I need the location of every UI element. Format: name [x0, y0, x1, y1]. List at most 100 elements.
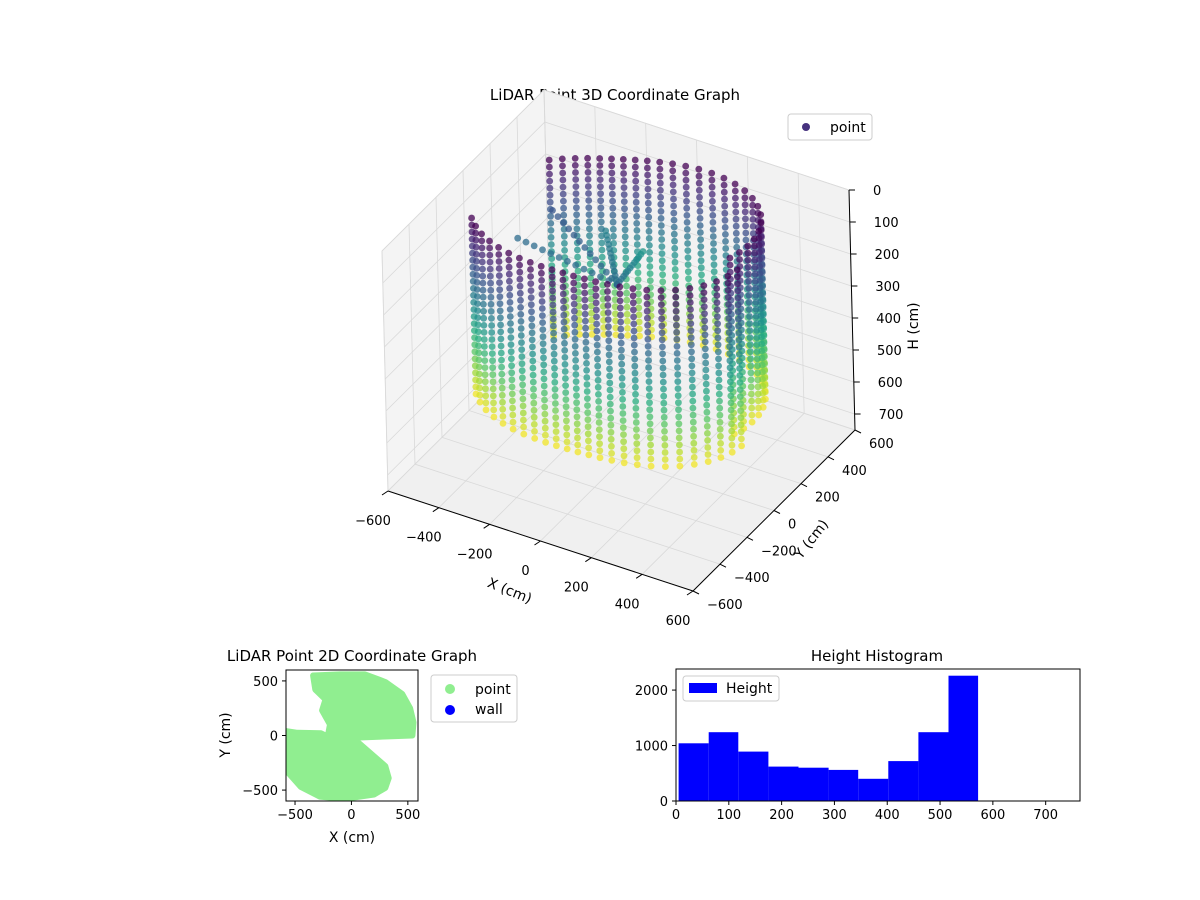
- point-3d: [632, 412, 640, 419]
- point-3d: [661, 442, 669, 449]
- point-3d: [633, 433, 640, 440]
- point-3d: [632, 398, 640, 405]
- point-3d: [475, 349, 483, 357]
- point-3d: [588, 309, 595, 317]
- point-3d: [609, 197, 616, 205]
- point-3d: [474, 321, 482, 329]
- point-3d: [715, 355, 722, 363]
- point-3d: [672, 280, 679, 287]
- point-3d: [659, 350, 666, 358]
- point-3d: [701, 324, 709, 332]
- point-3d: [572, 197, 580, 205]
- point-3d: [606, 393, 614, 401]
- y-tick-label: 500: [253, 675, 278, 690]
- point-3d: [746, 348, 754, 356]
- point-3d: [633, 440, 641, 447]
- point-3d: [478, 258, 486, 266]
- point-3d: [645, 364, 652, 371]
- point-3d: [675, 434, 683, 442]
- point-3d: [747, 355, 754, 363]
- point-3d: [596, 155, 604, 162]
- point-3d: [753, 341, 761, 348]
- point-3d: [552, 414, 560, 421]
- point-3d: [608, 155, 615, 163]
- point-3d: [551, 386, 559, 393]
- hist-ticks: 0 100 200 300 400 500 600 700 0 1000 2000: [635, 684, 1058, 823]
- point-3d: [574, 253, 581, 261]
- point-3d: [488, 329, 496, 336]
- point-3d: [468, 214, 475, 222]
- point-3d: [656, 165, 664, 173]
- point-3d: [728, 427, 736, 435]
- point-3d: [645, 213, 653, 221]
- point-3d: [472, 250, 480, 258]
- point-3d: [497, 349, 505, 357]
- point-3d: [571, 343, 579, 350]
- point-3d: [541, 396, 548, 404]
- point-3d: [594, 348, 601, 356]
- point-3d: [604, 295, 612, 302]
- point-3d: [716, 425, 724, 433]
- point-3d: [745, 285, 753, 292]
- point-3d: [690, 446, 698, 454]
- point-3d: [581, 303, 589, 311]
- point-3d: [721, 195, 728, 203]
- point-3d: [604, 281, 611, 288]
- point-3d: [656, 158, 664, 166]
- point-3d: [697, 243, 705, 251]
- point-3d: [582, 338, 590, 346]
- point-3d: [486, 237, 493, 245]
- point-3d: [595, 419, 603, 426]
- point-3d: [751, 263, 759, 271]
- point-3d: [688, 362, 696, 370]
- point-3d: [710, 247, 717, 255]
- point-3d: [697, 229, 704, 236]
- point-3d: [622, 254, 630, 262]
- z-tick-label: 100: [874, 216, 899, 231]
- point-3d: [487, 293, 495, 301]
- point-3d: [644, 164, 651, 172]
- point-3d: [509, 425, 517, 433]
- y-tick-label: 200: [815, 491, 840, 506]
- point-3d: [488, 343, 496, 350]
- point-3d: [582, 331, 590, 339]
- point-3d: [658, 243, 666, 251]
- point-3d: [541, 424, 549, 432]
- point-3d: [585, 211, 593, 219]
- point-3d: [582, 345, 590, 353]
- chart3d-legend: point: [787, 113, 873, 141]
- z-tick-label: 300: [875, 280, 900, 295]
- point-3d: [715, 390, 723, 398]
- point-3d: [560, 204, 567, 212]
- point-3d: [644, 350, 652, 357]
- point-3d: [686, 285, 694, 292]
- point-3d: [659, 264, 666, 272]
- point-3d: [646, 242, 653, 249]
- point-3d: [498, 370, 506, 378]
- point-3d: [563, 417, 570, 425]
- point-3d: [683, 212, 691, 219]
- point-3d: [487, 300, 495, 308]
- point-3d: [695, 179, 703, 187]
- z-tick-label: 0: [873, 184, 881, 199]
- point-3d: [584, 154, 591, 162]
- point-3d: [598, 232, 605, 240]
- point-3d: [597, 197, 605, 205]
- point-3d: [645, 220, 653, 228]
- point-3d: [594, 362, 602, 370]
- point-3d: [660, 385, 667, 393]
- point-3d: [704, 437, 711, 444]
- point-3d: [646, 256, 654, 263]
- point-3d: [508, 355, 515, 363]
- point-3d: [616, 304, 624, 312]
- point-3d: [608, 183, 616, 191]
- point-3d: [725, 308, 733, 315]
- point-3d: [553, 442, 560, 450]
- point-3d: [643, 293, 651, 301]
- point-3d: [631, 355, 639, 363]
- point-3d: [646, 406, 654, 414]
- point-3d: [517, 318, 525, 325]
- point-3d: [684, 233, 691, 240]
- point-3d: [684, 247, 692, 255]
- point-3d: [559, 176, 567, 184]
